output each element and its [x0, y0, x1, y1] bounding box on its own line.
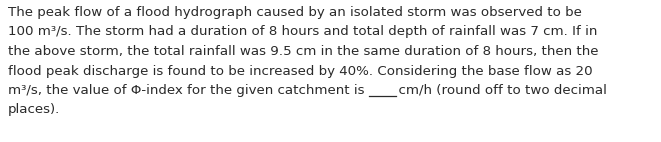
Text: places).: places). [8, 104, 60, 116]
Text: m³/s, the value of Φ-index for the given catchment is        cm/h (round off to : m³/s, the value of Φ-index for the given… [8, 84, 607, 97]
Text: the above storm, the total rainfall was 9.5 cm in the same duration of 8 hours, : the above storm, the total rainfall was … [8, 45, 598, 58]
Text: 100 m³/s. The storm had a duration of 8 hours and total depth of rainfall was 7 : 100 m³/s. The storm had a duration of 8 … [8, 26, 598, 38]
Text: flood peak discharge is found to be increased by 40%. Considering the base flow : flood peak discharge is found to be incr… [8, 64, 593, 78]
Text: The peak flow of a flood hydrograph caused by an isolated storm was observed to : The peak flow of a flood hydrograph caus… [8, 6, 582, 19]
